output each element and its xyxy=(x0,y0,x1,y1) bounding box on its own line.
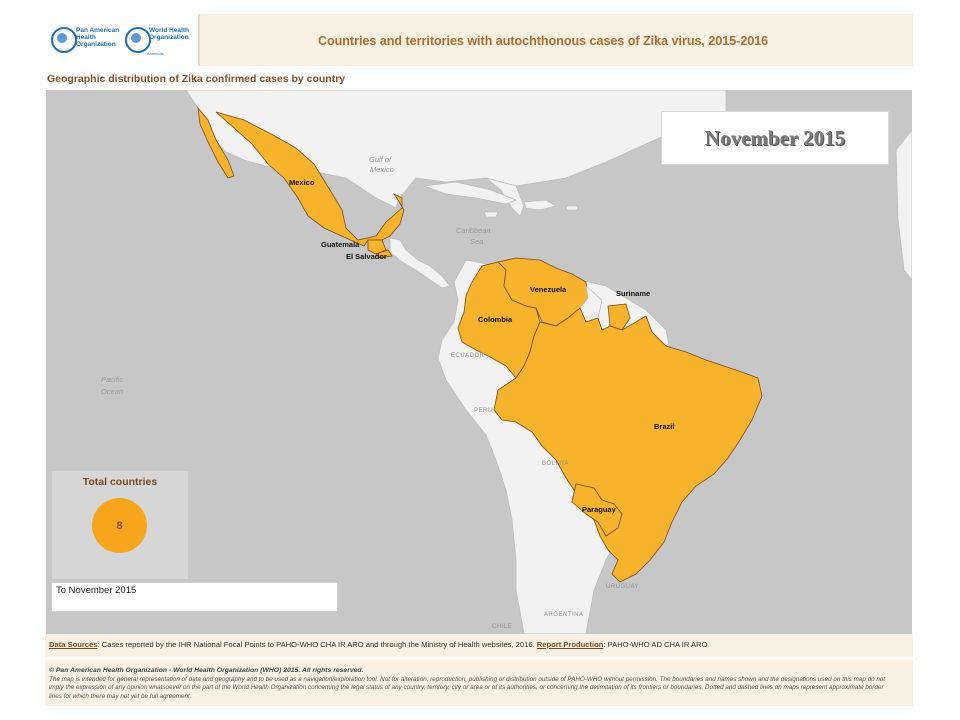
land-cuba xyxy=(423,181,518,205)
period-text: To November 2015 xyxy=(56,585,137,596)
el-salvador-shape[interactable] xyxy=(375,249,393,259)
sources-line: Data Sources: Cases reported by the IHR … xyxy=(49,640,708,649)
map-svg: Gulf of Mexico Caribbean Sea Pacific Oce… xyxy=(101,90,912,634)
central-america-neutral xyxy=(389,237,451,289)
paho-logo-text: Pan American Health Organization xyxy=(76,27,120,48)
total-countries-panel: Total countries 8 xyxy=(52,471,188,579)
month-banner: November 2015 xyxy=(661,111,889,165)
label-mexico: Mexico xyxy=(289,178,315,187)
label-colombia: Colombia xyxy=(478,315,513,324)
sources-label: Data Sources xyxy=(49,640,98,649)
label-ecuador: ECUADOR xyxy=(451,353,485,359)
brazil-shape[interactable] xyxy=(493,307,763,583)
gulf-of-mexico-label-1: Gulf of xyxy=(369,155,392,164)
total-countries-circle: 8 xyxy=(92,498,147,553)
label-venezuela: Venezuela xyxy=(530,285,567,294)
land-florida xyxy=(485,177,525,217)
who-region-text: Americas xyxy=(147,51,164,56)
label-brazil: Brazil xyxy=(654,422,674,431)
map-frame[interactable]: Gulf of Mexico Caribbean Sea Pacific Oce… xyxy=(46,90,912,634)
who-emblem-icon xyxy=(125,27,151,53)
land-atlantic-edge xyxy=(895,129,912,281)
disclaimer-text: The map is intended for general represen… xyxy=(49,676,886,700)
land-hispaniola xyxy=(523,199,558,211)
production-label: Report Production xyxy=(536,640,604,649)
page-title: Countries and territories with autochtho… xyxy=(318,34,769,48)
land-jamaica xyxy=(483,211,499,218)
sources-band xyxy=(45,634,913,657)
disclaimer-band xyxy=(45,660,913,706)
production-text: : PAHO-WHO AD CHA IR ARO xyxy=(603,640,708,649)
label-peru: PERU xyxy=(474,408,493,414)
label-el-salvador: El Salvador xyxy=(346,252,387,261)
mexico-baja[interactable] xyxy=(197,106,235,179)
mexico-shape[interactable] xyxy=(215,111,405,247)
copyright-text: © Pan American Health Organization - Wor… xyxy=(49,667,364,674)
caribbean-sea-label-1: Caribbean xyxy=(456,226,491,235)
land-puerto-rico xyxy=(565,205,579,211)
suriname-shape[interactable] xyxy=(607,303,631,331)
period-box: To November 2015 xyxy=(51,582,338,612)
label-uruguay: URUGUAY xyxy=(606,584,639,590)
map-subtitle: Geographic distribution of Zika confirme… xyxy=(47,73,346,85)
sources-text: : Cases reported by the IHR National Foc… xyxy=(97,640,537,649)
label-bolivia: BOLIVIA xyxy=(542,461,569,467)
label-chile: CHILE xyxy=(492,624,512,630)
logos-area: Pan American Health Organization World H… xyxy=(45,14,200,66)
total-countries-label: Total countries xyxy=(82,476,158,488)
pacific-ocean-label-1: Pacific xyxy=(101,375,123,384)
label-guatemala: Guatemala xyxy=(321,240,360,249)
total-countries-value: 8 xyxy=(116,519,123,532)
gulf-of-mexico-label-2: Mexico xyxy=(370,165,394,174)
caribbean-sea-label-2: Sea xyxy=(470,237,483,246)
paho-emblem-icon xyxy=(51,27,77,53)
label-suriname: Suriname xyxy=(616,289,650,298)
label-argentina: ARGENTINA xyxy=(544,612,584,618)
pacific-ocean-label-2: Ocean xyxy=(101,387,123,396)
paraguay-shape[interactable] xyxy=(571,483,623,537)
label-paraguay: Paraguay xyxy=(582,505,617,514)
who-logo-text: World Health Organization xyxy=(149,27,189,41)
